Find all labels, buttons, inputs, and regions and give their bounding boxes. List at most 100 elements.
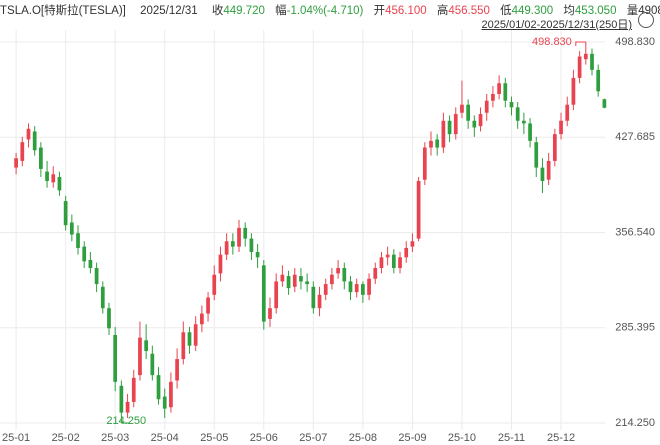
open: 456.100 bbox=[385, 5, 427, 17]
x-tick-label: 25-04 bbox=[151, 432, 179, 444]
candle-body bbox=[559, 120, 563, 135]
candle-body bbox=[342, 268, 347, 282]
candle-body bbox=[472, 120, 477, 128]
candle-body bbox=[305, 281, 310, 285]
change: -1.04%(-4.710) bbox=[286, 5, 364, 17]
candle-body bbox=[249, 238, 254, 252]
candle-body bbox=[429, 140, 433, 148]
candle-body bbox=[441, 120, 446, 148]
candle-body bbox=[20, 142, 25, 161]
candle-body bbox=[317, 294, 322, 309]
candle-body bbox=[261, 265, 266, 322]
candle-body bbox=[466, 104, 471, 121]
candle-body bbox=[144, 340, 148, 352]
candle-body bbox=[497, 83, 501, 94]
candle-body bbox=[522, 120, 526, 124]
low: 449.300 bbox=[511, 5, 554, 17]
candle-body bbox=[119, 385, 124, 413]
candle-body bbox=[237, 227, 241, 247]
x-tick-label: 25-10 bbox=[448, 432, 476, 444]
candle-body bbox=[268, 308, 272, 319]
candle-body bbox=[590, 53, 594, 70]
candle-body bbox=[422, 147, 427, 180]
candle-body bbox=[14, 158, 18, 168]
candle-body bbox=[379, 257, 384, 269]
candle-body bbox=[453, 114, 458, 135]
candle-body bbox=[187, 332, 192, 346]
candle-body bbox=[255, 251, 260, 258]
x-tick-label: 25-02 bbox=[52, 432, 80, 444]
candle-body bbox=[484, 100, 489, 113]
y-tick-label: 285.395 bbox=[615, 322, 655, 334]
y-tick-label: 498.830 bbox=[615, 36, 655, 48]
x-tick-label: 25-05 bbox=[200, 432, 228, 444]
candle-body bbox=[491, 93, 495, 101]
y-tick-label: 356.540 bbox=[615, 226, 655, 238]
label: 低 bbox=[500, 5, 512, 17]
candle-body bbox=[125, 401, 130, 413]
candle-body bbox=[367, 278, 371, 295]
candle-body bbox=[45, 171, 49, 182]
candle-body bbox=[410, 241, 415, 247]
candle-body bbox=[131, 377, 136, 402]
avg: 453.050 bbox=[574, 5, 617, 17]
x-tick-label: 25-12 bbox=[547, 432, 575, 444]
candle-body bbox=[243, 227, 248, 239]
date-range[interactable]: 2025/01/02-2025/12/31(250日) bbox=[481, 19, 632, 31]
x-tick-label: 25-01 bbox=[2, 432, 30, 444]
max-marker-label: 498.830 bbox=[532, 36, 572, 48]
candle-body bbox=[39, 147, 43, 169]
candle-body bbox=[460, 104, 464, 113]
candle-body bbox=[552, 134, 557, 161]
candle-body bbox=[565, 104, 570, 121]
candle-body bbox=[336, 268, 340, 274]
candle-body bbox=[596, 69, 601, 92]
candle-body bbox=[88, 259, 93, 269]
candle-body bbox=[63, 201, 68, 226]
candle-body bbox=[391, 254, 396, 269]
candle-body bbox=[200, 313, 204, 325]
range-toggle[interactable] bbox=[638, 12, 654, 28]
candle-body bbox=[274, 281, 279, 309]
label: 量 bbox=[626, 5, 639, 17]
candle-body bbox=[150, 353, 155, 376]
candle-body bbox=[404, 247, 409, 258]
candle-body bbox=[546, 160, 551, 180]
candle-body bbox=[51, 174, 56, 183]
high: 456.550 bbox=[448, 5, 490, 17]
y-tick-label: 427.685 bbox=[615, 131, 655, 143]
candle-body bbox=[280, 274, 285, 282]
candle-body bbox=[107, 308, 111, 329]
candle-body bbox=[230, 241, 235, 247]
candle-body bbox=[478, 114, 483, 127]
x-tick-label: 25-09 bbox=[398, 432, 426, 444]
candle-body bbox=[113, 334, 118, 382]
candle-body bbox=[515, 107, 520, 121]
candle-body bbox=[571, 77, 576, 105]
quote-header: TSLA.O[特斯拉(TESLA)] 2025/12/31 收449.720 幅… bbox=[0, 2, 660, 18]
min-marker-label: 214.250 bbox=[106, 415, 146, 427]
candle-body bbox=[175, 359, 179, 381]
candle-body bbox=[577, 56, 582, 78]
x-tick-label: 25-11 bbox=[498, 432, 525, 444]
candle-body bbox=[26, 128, 31, 140]
label: 高 bbox=[436, 5, 449, 17]
candle-body bbox=[156, 375, 161, 400]
candle-body bbox=[32, 131, 37, 151]
x-tick-label: 25-08 bbox=[349, 432, 377, 444]
candle-body bbox=[385, 254, 390, 258]
candle-body bbox=[94, 268, 99, 285]
candle-body bbox=[447, 120, 452, 135]
candle-body bbox=[292, 274, 297, 287]
candle-body bbox=[435, 139, 440, 148]
candle-body bbox=[57, 176, 62, 191]
candle-body bbox=[534, 142, 539, 168]
candle-body bbox=[218, 254, 223, 274]
close: 449.720 bbox=[223, 5, 265, 17]
candle-body bbox=[416, 181, 421, 239]
candle-body bbox=[373, 268, 378, 279]
symbol[interactable]: TSLA.O[特斯拉(TESLA)] bbox=[0, 5, 126, 17]
candle-body bbox=[509, 102, 514, 108]
candle-body bbox=[162, 396, 167, 409]
date: 2025/12/31 bbox=[140, 5, 198, 17]
